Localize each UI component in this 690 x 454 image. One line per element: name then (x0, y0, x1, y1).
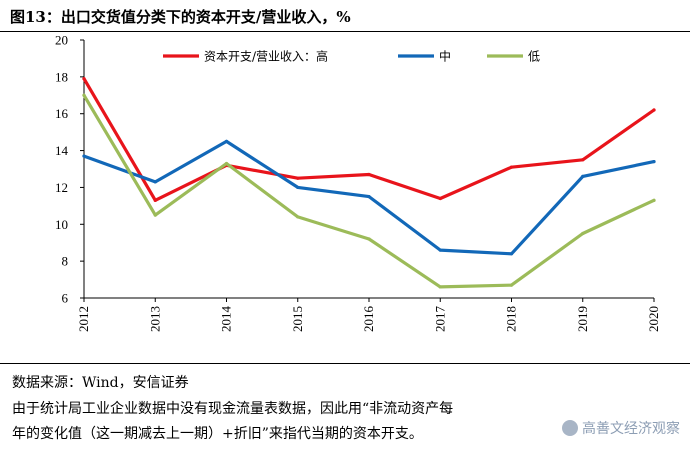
y-tick-label: 20 (55, 33, 68, 48)
data-point (296, 185, 300, 190)
x-axis: 2012 2013 2014 2015 2016 2017 2018 2019 2020 (76, 297, 661, 333)
data-point (652, 198, 656, 202)
y-tick-label: 12 (55, 180, 68, 195)
data-point (438, 248, 442, 252)
data-point (509, 252, 514, 256)
top-rule (0, 31, 690, 32)
data-point (509, 165, 514, 169)
data-point (509, 283, 514, 287)
legend: 资本开支/营业收入：高 中 低 (163, 49, 540, 64)
method-note-line-1: 由于统计局工业企业数据中没有现金流量表数据，因此用“非流动资产每 (12, 401, 454, 417)
x-tick-label: 2018 (504, 306, 519, 332)
data-point (224, 139, 229, 143)
data-point (438, 285, 442, 289)
data-point (652, 108, 656, 112)
data-point (438, 196, 442, 201)
data-point (581, 231, 585, 236)
x-tick-label: 2013 (147, 306, 162, 332)
x-tick-label: 2020 (646, 306, 661, 332)
bottom-rule (0, 363, 690, 364)
data-point (581, 174, 585, 178)
y-tick-label: 6 (62, 291, 69, 306)
data-point (82, 77, 86, 81)
data-point (367, 237, 371, 241)
y-tick-label: 14 (55, 143, 69, 158)
y-tick-label: 8 (62, 254, 69, 269)
data-point (224, 161, 229, 166)
x-tick-label: 2012 (76, 306, 91, 332)
x-tick-label: 2017 (432, 306, 447, 333)
y-tick-label: 16 (55, 106, 69, 121)
data-point (153, 198, 157, 202)
data-point (652, 160, 656, 164)
series-lines (82, 77, 656, 289)
legend-label-1: 中 (439, 49, 451, 64)
legend-label-2: 低 (528, 50, 540, 64)
y-tick-label: 18 (55, 69, 68, 84)
data-point (153, 213, 157, 217)
data-point (367, 195, 371, 199)
data-point (82, 93, 86, 97)
data-point (296, 215, 300, 219)
data-point (153, 180, 157, 184)
data-point (367, 172, 371, 177)
data-point (296, 176, 300, 180)
x-tick-label: 2014 (219, 306, 234, 333)
watermark: 高善文经济观察 (562, 418, 680, 438)
x-tick-label: 2019 (575, 306, 590, 332)
data-point (581, 158, 585, 162)
series-line-0 (82, 77, 656, 202)
legend-label-0: 资本开支/营业收入：高 (204, 49, 328, 64)
watermark-text: 高善文经济观察 (582, 421, 680, 437)
y-axis: 6 8 10 12 14 16 18 20 (55, 33, 85, 306)
x-tick-label: 2015 (290, 306, 305, 332)
method-note-line-2: 年的变化值（这一期减去上一期）+折旧”来指代当期的资本开支。 (12, 426, 423, 442)
chart-title: 图13：出口交货值分类下的资本开支/营业收入，% (10, 8, 351, 26)
data-point (82, 154, 86, 158)
source-note: 数据来源：Wind，安信证券 (12, 375, 189, 391)
x-tick-label: 2016 (361, 306, 376, 333)
wechat-icon (562, 420, 578, 436)
y-tick-label: 10 (55, 217, 68, 232)
